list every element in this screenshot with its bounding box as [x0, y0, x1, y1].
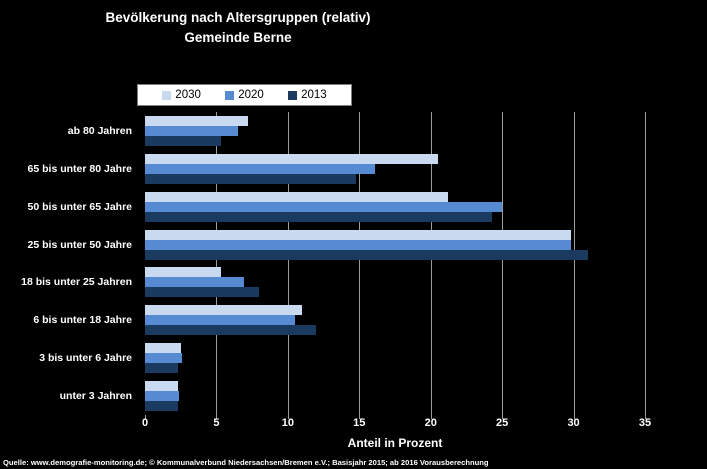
bar-2020 — [145, 353, 183, 364]
gridline-30 — [573, 112, 575, 419]
legend: 2030 2020 2013 — [137, 84, 352, 106]
x-tick-label-10: 10 — [281, 417, 294, 429]
tick-mark-20 — [430, 415, 432, 419]
legend-swatch-2013 — [288, 90, 298, 100]
bar-group — [145, 339, 645, 377]
bar-2020 — [145, 239, 571, 250]
bar-2013 — [145, 325, 317, 336]
x-axis-tick-labels: 0 5 10 15 20 25 30 35 — [142, 417, 651, 431]
bar-2013 — [145, 363, 178, 374]
tick-mark-30 — [573, 415, 575, 419]
legend-item-2013: 2013 — [288, 89, 327, 101]
bar-2030 — [145, 381, 178, 392]
gridline-15 — [359, 112, 361, 419]
legend-swatch-2030 — [162, 90, 172, 100]
chart-title-line1: Bevölkerung nach Altersgruppen (relativ) — [105, 10, 371, 25]
tick-mark-10 — [287, 415, 289, 419]
gridline-25 — [502, 112, 504, 419]
bar-group — [145, 188, 645, 226]
bar-group — [145, 264, 645, 302]
gridline-20 — [430, 112, 432, 419]
tick-mark-35 — [645, 415, 646, 419]
legend-label: 2020 — [238, 89, 264, 101]
tick-mark-15 — [359, 415, 361, 419]
category-label: 25 bis unter 50 Jahre — [27, 238, 132, 251]
chart-title: Bevölkerung nach Altersgruppen (relativ)… — [0, 8, 476, 49]
category-label: 50 bis unter 65 Jahre — [27, 200, 132, 213]
x-tick-label-25: 25 — [496, 417, 509, 429]
bar-2030 — [145, 343, 181, 354]
bar-2020 — [145, 277, 244, 288]
category-label: 18 bis unter 25 Jahren — [21, 276, 132, 289]
bar-2013 — [145, 249, 588, 260]
bar-2030 — [145, 305, 303, 316]
x-tick-label-30: 30 — [567, 417, 580, 429]
bar-2030 — [145, 267, 221, 278]
bar-rows — [145, 112, 645, 415]
x-tick-label-20: 20 — [424, 417, 437, 429]
bar-2013 — [145, 287, 260, 298]
bar-2013 — [145, 173, 357, 184]
source-attribution: Quelle: www.demografie-monitoring.de; © … — [3, 458, 489, 467]
category-label: ab 80 Jahren — [67, 124, 132, 137]
bar-2020 — [145, 315, 295, 326]
category-label: unter 3 Jahren — [59, 390, 132, 403]
x-tick-label-35: 35 — [638, 417, 652, 429]
category-label: 65 bis unter 80 Jahre — [27, 162, 132, 175]
bar-2013 — [145, 401, 178, 412]
category-label: 3 bis unter 6 Jahre — [39, 352, 132, 365]
bar-group — [145, 377, 645, 415]
bar-group — [145, 301, 645, 339]
legend-item-2030: 2030 — [162, 89, 201, 101]
bar-2013 — [145, 211, 493, 222]
category-axis-labels: ab 80 Jahren 65 bis unter 80 Jahre 50 bis … — [0, 112, 138, 415]
x-tick-label-15: 15 — [353, 417, 366, 429]
legend-swatch-2020 — [225, 90, 235, 100]
bar-2020 — [145, 391, 180, 402]
tick-mark-5 — [216, 415, 218, 419]
gridline-35 — [645, 112, 646, 419]
bar-2013 — [145, 135, 221, 146]
x-tick-label-0: 0 — [141, 417, 149, 429]
bar-2030 — [145, 153, 438, 164]
bar-group — [145, 226, 645, 264]
bar-2020 — [145, 163, 375, 174]
gridline-10 — [287, 112, 289, 419]
legend-label: 2013 — [301, 89, 327, 101]
chart-title-line2: Gemeinde Berne — [184, 30, 292, 46]
tick-mark-25 — [502, 415, 504, 419]
bar-2030 — [145, 115, 248, 126]
bar-2030 — [145, 229, 571, 240]
tick-mark-0 — [145, 415, 146, 419]
legend-item-2020: 2020 — [225, 89, 264, 101]
bar-2020 — [145, 201, 503, 212]
gridline-5 — [216, 112, 218, 419]
bar-2030 — [145, 191, 448, 202]
x-axis-title: Anteil in Prozent — [347, 436, 443, 450]
x-tick-label-5: 5 — [213, 417, 220, 429]
legend-label: 2030 — [175, 89, 201, 101]
bar-2020 — [145, 125, 238, 136]
category-label: 6 bis unter 18 Jahre — [33, 314, 132, 327]
bar-group — [145, 150, 645, 188]
bar-group — [145, 112, 645, 150]
plot-area — [145, 112, 646, 419]
